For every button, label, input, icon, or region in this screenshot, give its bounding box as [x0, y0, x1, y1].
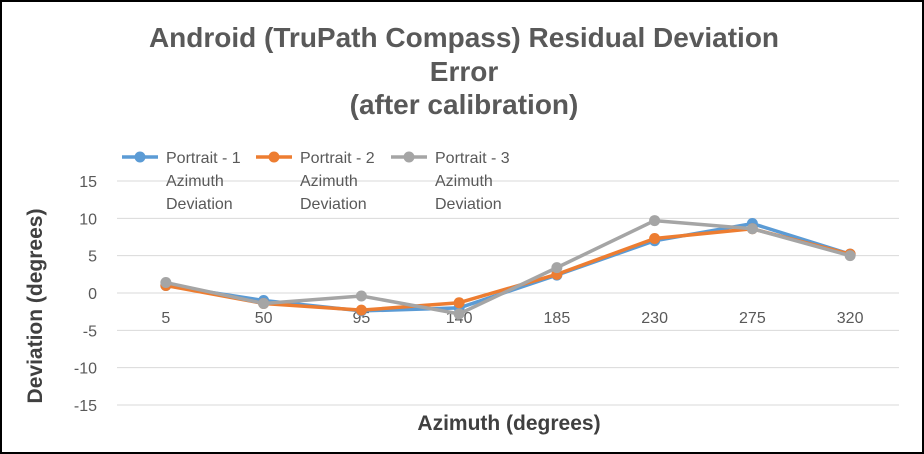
series-2-point-5: [649, 232, 661, 244]
legend-label-1-line-3: Deviation: [166, 196, 233, 213]
legend-swatch-marker-2: [268, 151, 280, 163]
legend-entry-3: Portrait - 3 Azimuth Deviation: [391, 150, 510, 213]
legend-entry-1: Portrait - 1 Azimuth Deviation: [122, 150, 241, 213]
series-3-point-0: [160, 277, 172, 289]
x-tick-label-7: 320: [837, 310, 864, 327]
x-axis-title: Azimuth (degrees): [417, 412, 600, 435]
series-3-point-6: [746, 223, 758, 235]
legend-label-3-line-1: Portrait - 3: [435, 150, 510, 167]
series-3: [160, 215, 856, 320]
chart-title-line-2: Error: [430, 56, 499, 87]
legend-label-1-line-2: Azimuth: [166, 173, 224, 190]
series-3-point-5: [649, 215, 661, 227]
x-tick-label-2: 95: [352, 310, 370, 327]
series-3-line: [165, 218, 851, 316]
y-tick-label-5: -10: [74, 361, 97, 378]
chart-title-line-3: (after calibration): [350, 89, 579, 120]
series-3-point-4: [551, 262, 563, 274]
series-1-line: [165, 221, 851, 313]
series-lines: [160, 215, 856, 320]
x-tick-label-5: 230: [641, 310, 668, 327]
y-axis-tick-labels: 15 10 5 0 -5 -10 -15: [74, 174, 97, 415]
series-3-point-3: [453, 308, 465, 320]
legend-label-2-line-3: Deviation: [300, 196, 367, 213]
legend-label-3-line-2: Azimuth: [435, 173, 493, 190]
series-3-point-1: [258, 297, 270, 309]
y-tick-label-2: 5: [88, 249, 97, 266]
x-tick-label-6: 275: [739, 310, 766, 327]
x-axis-tick-labels: 55095140185230275320: [161, 310, 863, 327]
y-tick-label-0: 15: [79, 174, 97, 191]
legend-swatch-marker-1: [134, 151, 146, 163]
legend-label-2-line-1: Portrait - 2: [300, 150, 375, 167]
y-tick-label-1: 10: [79, 211, 97, 228]
series-2-point-2: [355, 304, 367, 316]
legend-label-1-line-1: Portrait - 1: [166, 150, 241, 167]
gridlines: [117, 180, 899, 406]
legend-label-3-line-3: Deviation: [435, 196, 502, 213]
x-tick-label-0: 5: [161, 310, 170, 327]
chart-title: Android (TruPath Compass) Residual Devia…: [149, 22, 779, 120]
series-2-point-3: [453, 297, 465, 309]
legend-entry-2: Portrait - 2 Azimuth Deviation: [256, 150, 375, 213]
series-2-line: [165, 227, 851, 312]
legend-label-2-line-2: Azimuth: [300, 173, 358, 190]
series-3-point-7: [844, 250, 856, 262]
y-axis-title: Deviation (degrees): [24, 209, 47, 404]
y-tick-label-4: -5: [83, 323, 97, 340]
series-3-point-2: [355, 290, 367, 302]
y-tick-label-6: -15: [74, 398, 97, 415]
x-tick-label-1: 50: [255, 310, 273, 327]
legend-swatch-marker-3: [403, 151, 415, 163]
y-tick-label-3: 0: [88, 286, 97, 303]
chart-title-line-1: Android (TruPath Compass) Residual Devia…: [149, 22, 779, 53]
x-tick-label-4: 185: [544, 310, 571, 327]
